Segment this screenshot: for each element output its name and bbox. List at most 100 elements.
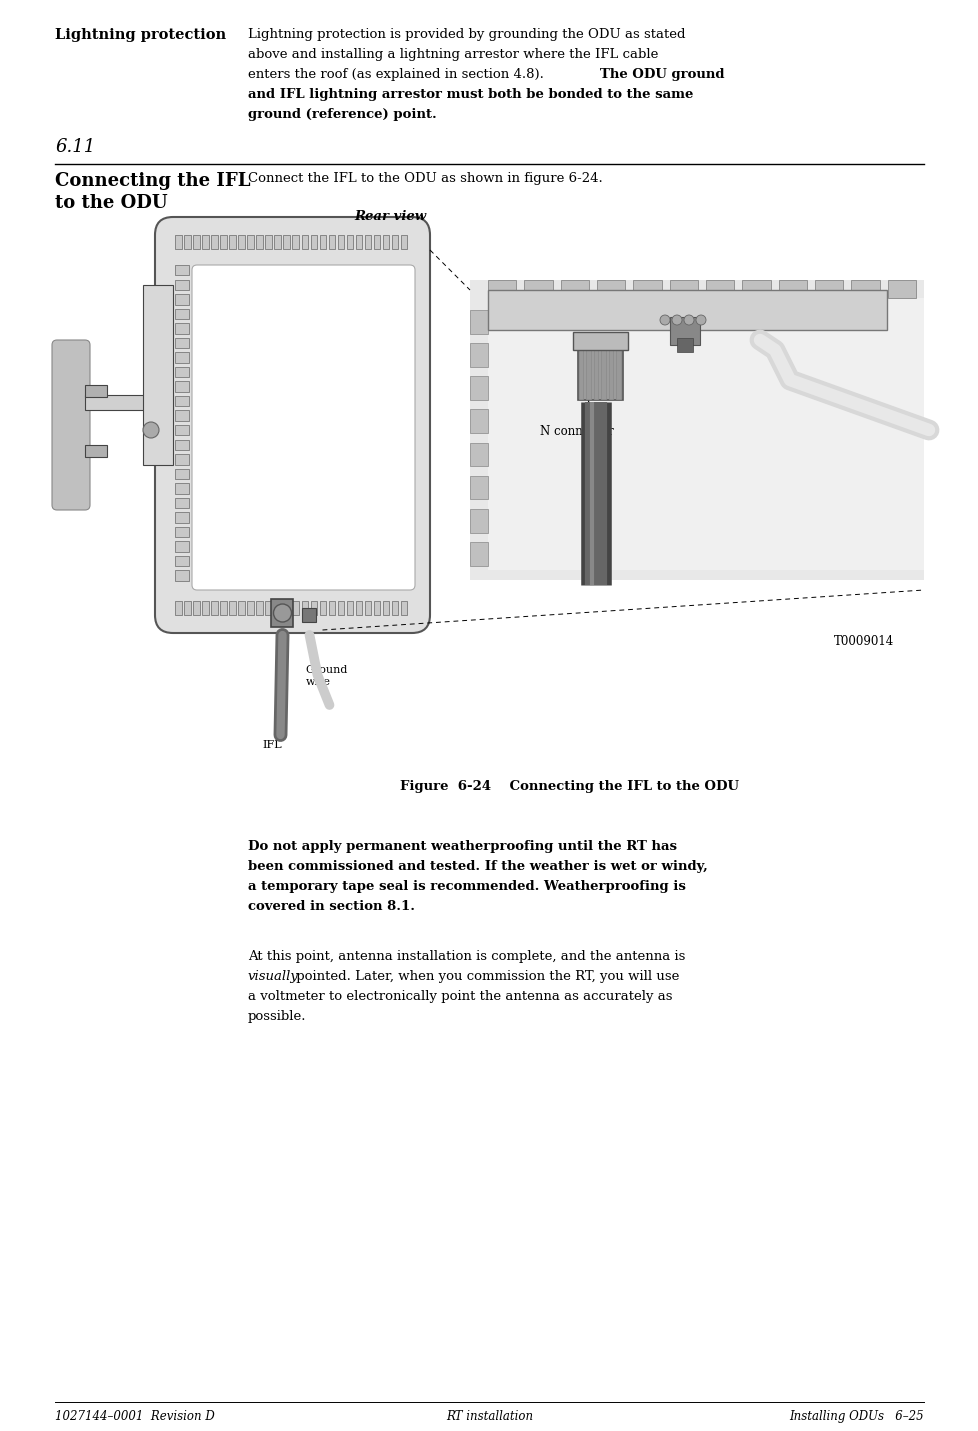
Text: At this point, antenna installation is complete, and the antenna is: At this point, antenna installation is c… [247, 950, 685, 963]
Text: IFL: IFL [262, 740, 282, 750]
Circle shape [143, 422, 158, 438]
Bar [292, 601, 298, 615]
Text: and IFL lightning arrestor must both be bonded to the same: and IFL lightning arrestor must both be … [247, 87, 692, 102]
Circle shape [684, 315, 693, 325]
Bar [337, 235, 344, 249]
Bar [175, 396, 189, 406]
Bar [391, 601, 398, 615]
Bar [201, 601, 208, 615]
Bar [175, 498, 189, 508]
Bar [391, 235, 398, 249]
Bar [175, 484, 189, 494]
FancyBboxPatch shape [52, 341, 90, 509]
Bar [469, 409, 487, 434]
Bar [586, 335, 592, 401]
Bar [301, 601, 308, 615]
Text: enters the roof (as explained in section 4.8).: enters the roof (as explained in section… [247, 69, 548, 82]
Bar [319, 235, 326, 249]
Text: Lightning protection: Lightning protection [55, 29, 226, 41]
Bar [560, 280, 589, 298]
Text: Lightning protection is provided by grounding the ODU as stated: Lightning protection is provided by grou… [247, 29, 685, 41]
Bar [469, 376, 487, 401]
Bar [705, 280, 734, 298]
Bar [594, 335, 599, 401]
Text: 6.11: 6.11 [55, 137, 95, 156]
Bar [778, 280, 806, 298]
Text: above and installing a lightning arrestor where the IFL cable: above and installing a lightning arresto… [247, 49, 657, 62]
Bar [265, 235, 272, 249]
Bar [319, 601, 326, 615]
Bar [256, 235, 262, 249]
Text: ground (reference) point.: ground (reference) point. [247, 107, 436, 122]
Bar [310, 601, 317, 615]
Bar [85, 395, 173, 411]
Bar [346, 601, 353, 615]
Bar [469, 542, 487, 565]
Bar [229, 235, 236, 249]
Bar [401, 601, 407, 615]
Bar [851, 280, 879, 298]
Text: a voltmeter to electronically point the antenna as accurately as: a voltmeter to electronically point the … [247, 990, 672, 1003]
Text: 1027144–0001  Revision D: 1027144–0001 Revision D [55, 1410, 214, 1422]
Bar [175, 571, 189, 581]
Bar [175, 279, 189, 290]
Bar [201, 235, 208, 249]
Bar [524, 280, 553, 298]
Bar [175, 352, 189, 362]
Bar [669, 280, 697, 298]
Bar [401, 235, 407, 249]
Text: N connector: N connector [540, 425, 613, 438]
Bar [143, 285, 173, 465]
Bar [238, 601, 244, 615]
Bar [600, 335, 606, 401]
Bar [374, 235, 380, 249]
Bar [175, 411, 189, 421]
Bar [469, 311, 487, 333]
Bar [175, 527, 189, 537]
Bar [175, 454, 189, 465]
Bar [329, 601, 334, 615]
Bar [274, 601, 281, 615]
Text: Connect the IFL to the ODU as shown in figure 6-24.: Connect the IFL to the ODU as shown in f… [247, 172, 602, 185]
Bar [616, 335, 621, 401]
Circle shape [671, 315, 682, 325]
Bar [355, 235, 362, 249]
Text: possible.: possible. [247, 1010, 306, 1023]
Text: T0009014: T0009014 [833, 635, 893, 648]
Bar [175, 366, 189, 378]
Bar [337, 601, 344, 615]
Bar [175, 468, 189, 479]
Bar [175, 541, 189, 552]
Bar [175, 338, 189, 348]
Bar [814, 280, 842, 298]
Text: Figure  6-24    Connecting the IFL to the ODU: Figure 6-24 Connecting the IFL to the OD… [400, 780, 738, 793]
Bar [608, 335, 614, 401]
Bar [238, 235, 244, 249]
Bar [247, 235, 253, 249]
Circle shape [695, 315, 705, 325]
Bar [274, 235, 281, 249]
Bar [265, 601, 272, 615]
Bar [211, 235, 217, 249]
Bar [469, 343, 487, 366]
Text: a temporary tape seal is recommended. Weatherproofing is: a temporary tape seal is recommended. We… [247, 880, 686, 893]
Bar [355, 601, 362, 615]
Text: Rear view: Rear view [354, 210, 425, 223]
Bar [229, 601, 236, 615]
Bar [578, 335, 584, 401]
Bar [175, 512, 189, 522]
Bar [247, 601, 253, 615]
Bar [487, 290, 886, 331]
Bar [175, 555, 189, 567]
Bar [302, 608, 316, 622]
Bar [887, 280, 915, 298]
Bar [487, 280, 515, 298]
Bar [175, 323, 189, 333]
Bar [741, 280, 770, 298]
Bar [193, 601, 200, 615]
Text: Do not apply permanent weatherproofing until the RT has: Do not apply permanent weatherproofing u… [247, 840, 677, 853]
Bar [469, 509, 487, 532]
Bar [365, 601, 371, 615]
Bar [572, 332, 627, 351]
Bar [284, 601, 289, 615]
